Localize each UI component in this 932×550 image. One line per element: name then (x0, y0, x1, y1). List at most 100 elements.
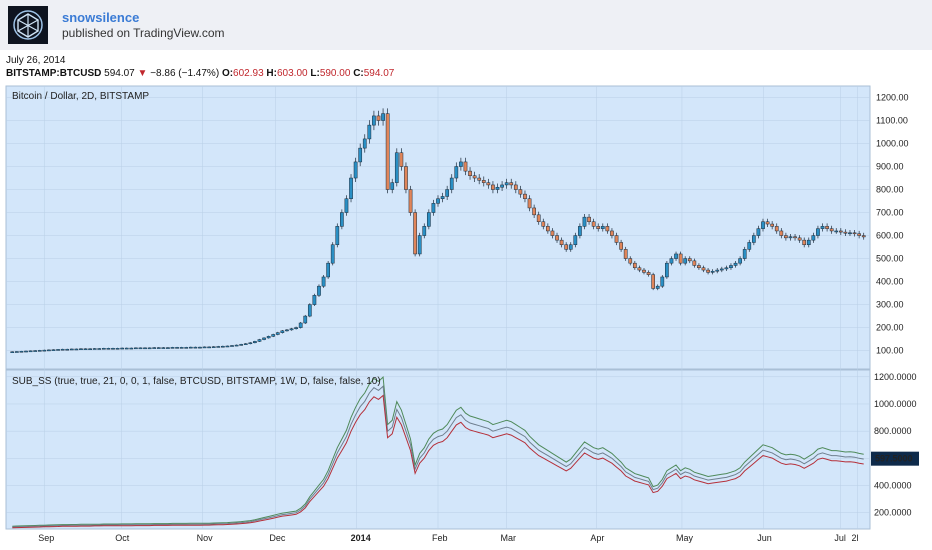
open-value: 602.93 (233, 68, 264, 79)
price-change: −8.86 (−1.47%) (150, 68, 220, 79)
price-tick-label: 300.00 (876, 300, 904, 310)
candle-body (765, 221, 770, 225)
candle-body (285, 329, 289, 332)
price-pane-title: Bitcoin / Dollar, 2D, BITSTAMP (12, 91, 149, 102)
price-axis[interactable]: 100.00 200.00 300.00 400.00 500.00 600.00 700.… (876, 93, 909, 356)
candle-body (42, 349, 47, 352)
candle-body (761, 221, 765, 229)
price-tick-label: 1200.00 (876, 93, 909, 103)
indicator-tick-label: 1000.0000 (874, 399, 917, 409)
low-label: L: (310, 68, 320, 79)
snapshot-date: July 26, 2014 (6, 55, 66, 66)
candle-body (628, 258, 633, 264)
price-tick-label: 900.00 (876, 162, 904, 172)
candle-body (660, 276, 665, 287)
candle-body (605, 226, 610, 232)
candle-body (390, 182, 395, 190)
price-tick-label: 400.00 (876, 277, 904, 287)
time-tick-label: Jul (834, 533, 846, 543)
candle-body (170, 347, 175, 349)
price-tick-label: 800.00 (876, 185, 904, 195)
candle-body (756, 228, 761, 236)
candle-body (417, 235, 422, 255)
candle-body (500, 184, 504, 188)
candle-body (321, 276, 326, 287)
time-tick-label: Nov (197, 533, 214, 543)
candle-body (651, 274, 655, 289)
candle-body (747, 242, 752, 250)
candle-body (797, 237, 802, 241)
candle-body (742, 249, 747, 259)
candle-body (568, 244, 573, 250)
candle-body (674, 253, 678, 259)
time-tick-label: Dec (269, 533, 286, 543)
candle-body (784, 235, 788, 239)
cube-logo-icon (13, 10, 43, 40)
candle-body (97, 348, 102, 350)
candle-body (573, 235, 578, 246)
price-grid (6, 86, 870, 529)
candle-body (504, 182, 509, 186)
candle-body (413, 212, 417, 255)
author-name-link[interactable]: snowsilence (62, 10, 140, 25)
candle-body (596, 226, 601, 229)
candle-body (111, 348, 115, 350)
candle-body (303, 315, 308, 324)
candle-body (697, 265, 701, 269)
indicator-tick-label: 800.0000 (874, 426, 912, 436)
candle-body (344, 198, 349, 213)
candle-body (353, 161, 358, 179)
symbol-label[interactable]: BITSTAMP:BTCUSD (6, 68, 102, 79)
candle-body (234, 344, 239, 347)
author-avatar[interactable] (8, 6, 48, 44)
last-value-badge (871, 451, 919, 466)
candle-body (376, 115, 381, 121)
price-candles (10, 108, 866, 353)
candle-body (701, 267, 706, 271)
indicator-axis[interactable]: 200.0000400.0000600.0000800.00001000.000… (874, 372, 917, 518)
candle-body (147, 347, 152, 350)
candle-body (129, 347, 134, 350)
low-value: 590.00 (319, 68, 351, 79)
candle-body (280, 330, 285, 333)
time-tick-label: 2l (851, 533, 858, 543)
candle-body (546, 226, 550, 232)
candle-body (774, 226, 779, 232)
candle-body (486, 182, 491, 186)
candle-body (834, 230, 839, 233)
candle-body (555, 235, 559, 241)
candle-body (838, 230, 843, 233)
indicator-tick-label: 1200.0000 (874, 372, 917, 382)
candle-body (733, 262, 738, 266)
candle-body (19, 351, 24, 353)
candle-body (381, 113, 385, 121)
price-tick-label: 700.00 (876, 208, 904, 218)
candle-body (481, 180, 486, 183)
time-axis[interactable]: Sep Oct Nov Dec 2014 Feb Mar Apr May Jun Jul 2l (38, 533, 858, 543)
time-tick-label: Oct (115, 533, 130, 543)
candle-body (852, 232, 857, 235)
candle-body (33, 350, 38, 352)
last-price: 594.07 (104, 68, 135, 79)
candle-body (715, 269, 720, 272)
candle-body (751, 235, 756, 243)
candle-body (275, 332, 280, 335)
time-tick-label: May (676, 533, 694, 543)
candle-body (477, 177, 482, 181)
candle-body (491, 184, 495, 190)
candle-body (614, 235, 619, 243)
candle-body (802, 239, 807, 246)
candle-body (51, 349, 56, 351)
candle-body (65, 348, 70, 351)
candle-body (610, 230, 614, 236)
candle-body (216, 346, 221, 348)
candle-body (10, 351, 15, 353)
candle-body (225, 345, 230, 348)
candle-body (719, 268, 724, 271)
indicator-lines (12, 376, 864, 529)
candle-body (788, 236, 793, 239)
candle-body (678, 253, 683, 264)
candle-body (587, 216, 591, 222)
candle-body (710, 270, 715, 273)
